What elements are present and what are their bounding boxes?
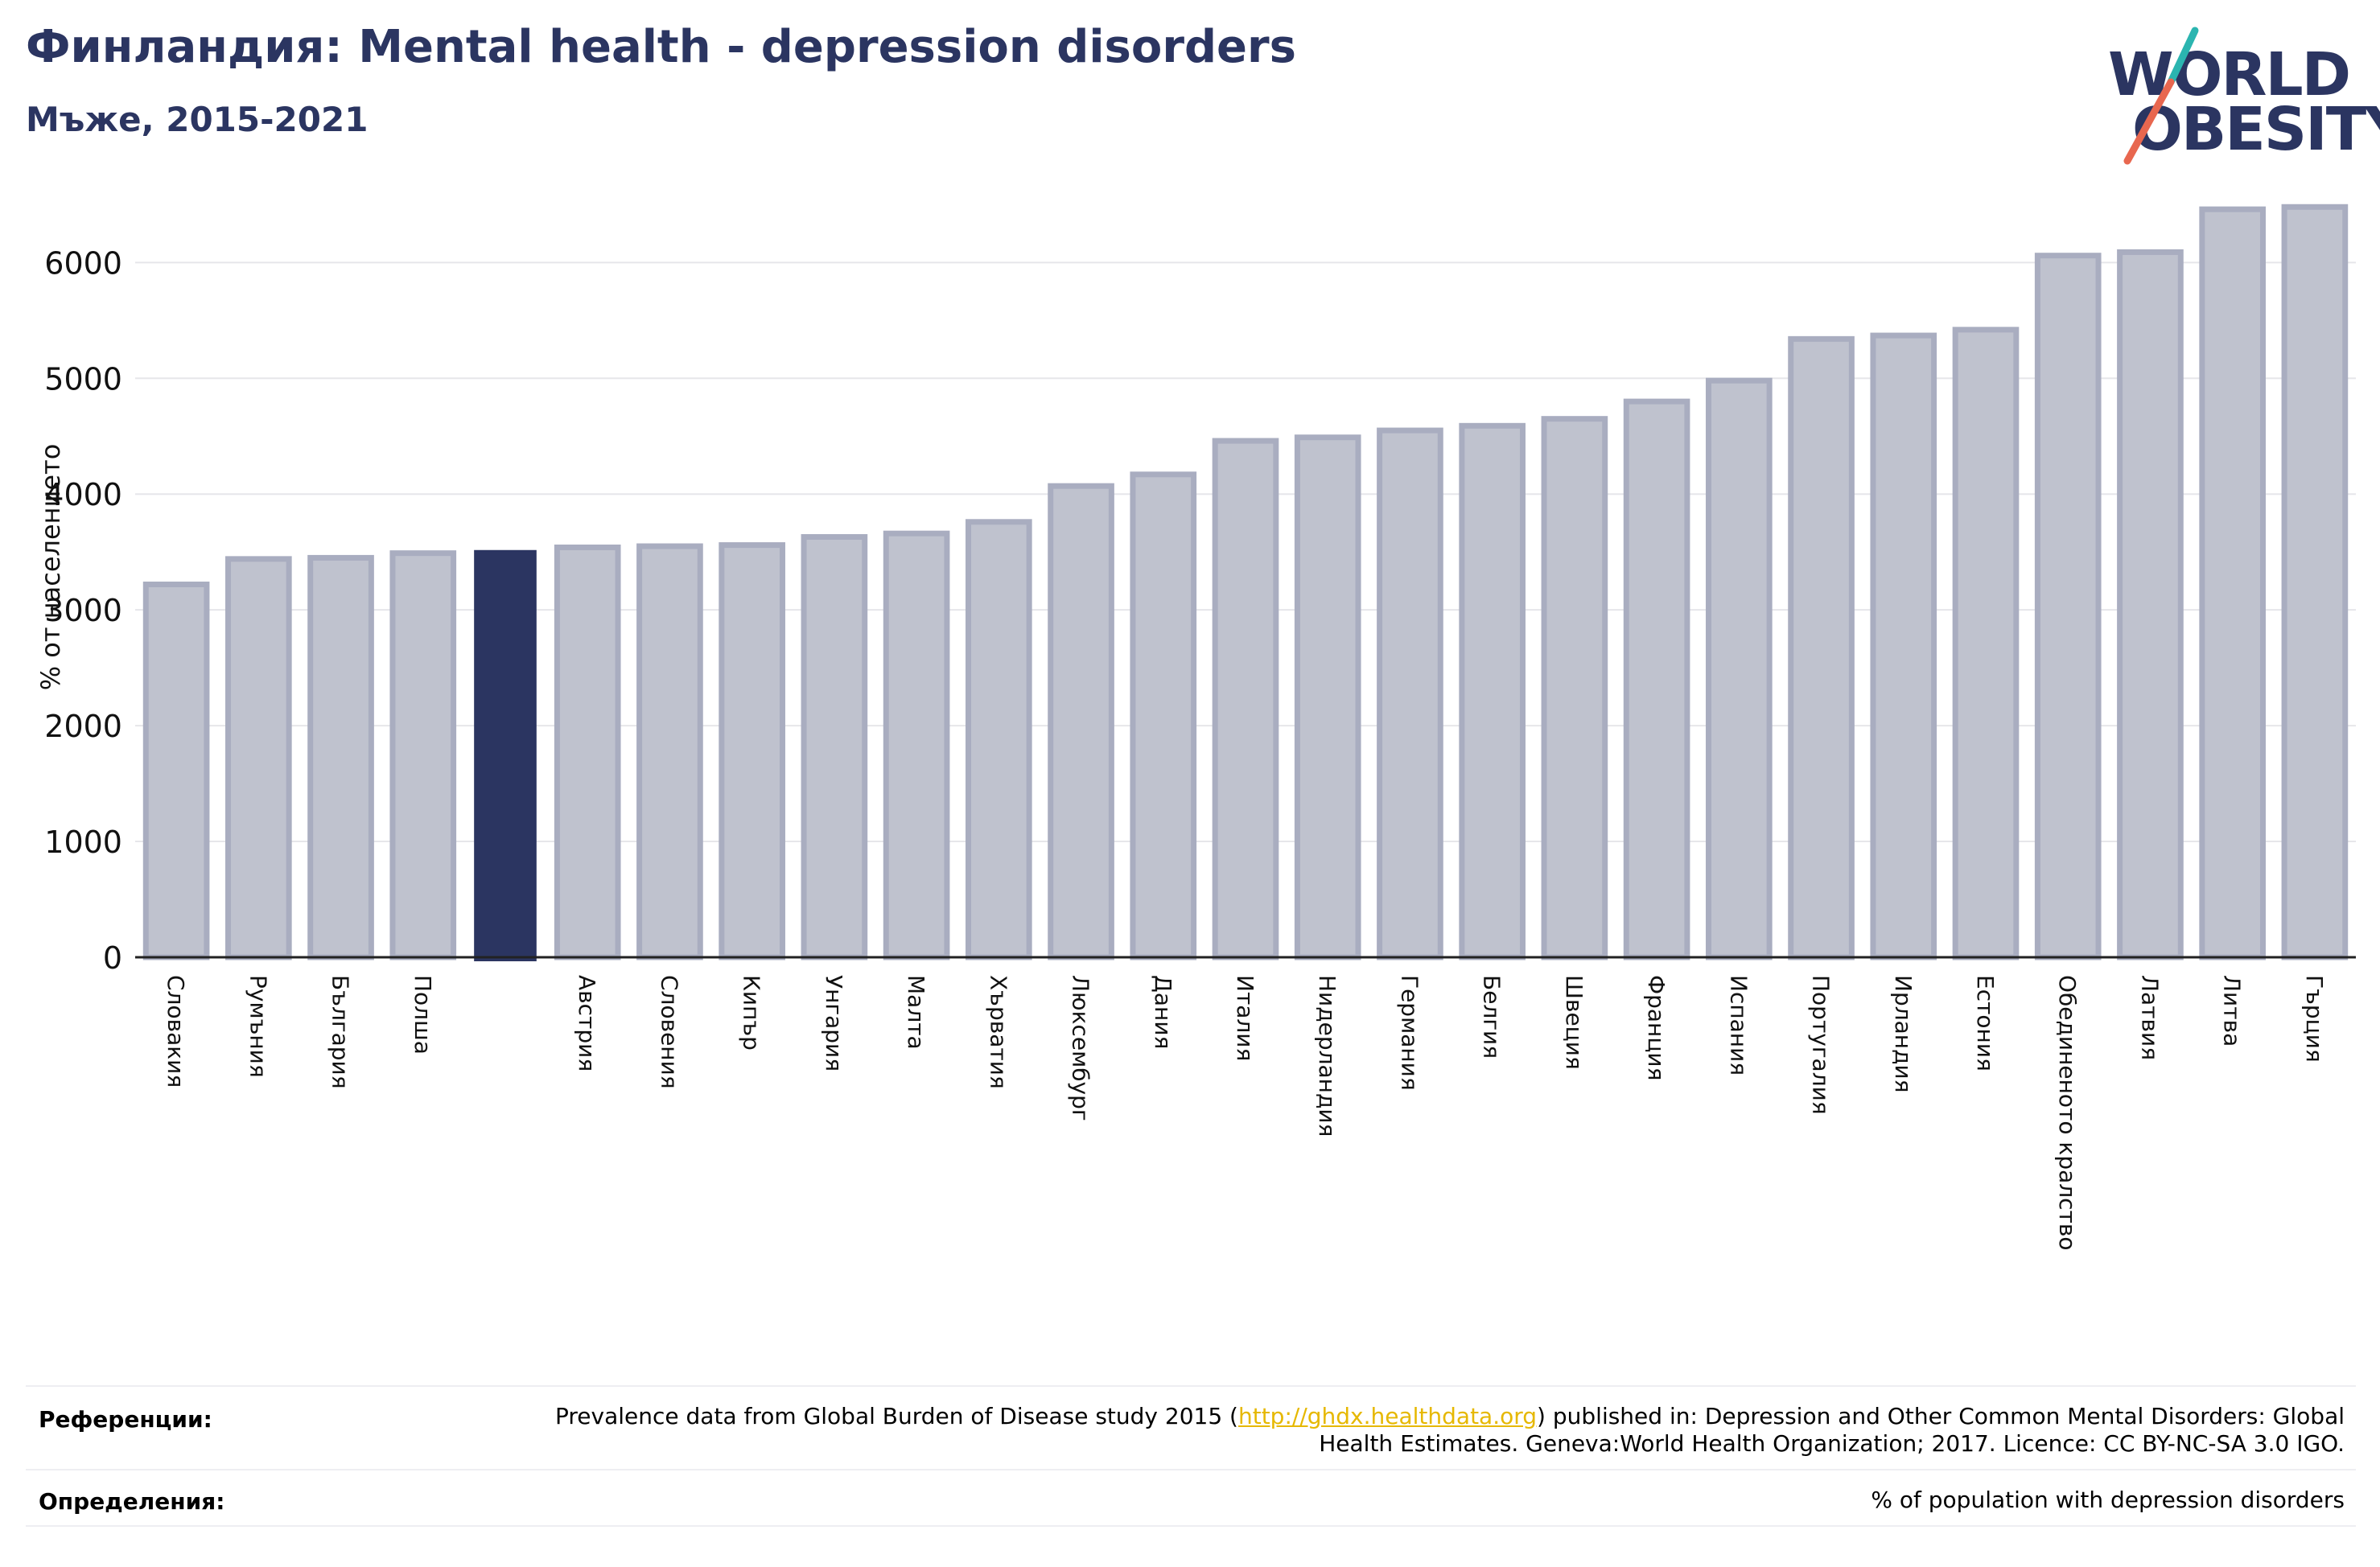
bar: [801, 534, 868, 960]
world-obesity-logo: WORLD OBESITY: [2108, 24, 2380, 169]
bar: [307, 554, 374, 960]
x-tick-label: Словакия: [163, 975, 189, 1088]
x-tick-label: Ирландия: [1890, 975, 1917, 1092]
y-tick-label: 1000: [44, 825, 122, 860]
references-text: Prevalence data from Global Burden of Di…: [555, 1403, 2345, 1457]
x-tick-label: Франция: [1643, 975, 1670, 1080]
bar: [1377, 427, 1443, 960]
x-tick-label: Германия: [1396, 975, 1423, 1091]
footer-divider-bottom: [26, 1525, 2356, 1527]
x-tick-label: Литва: [2219, 975, 2246, 1047]
bar: [719, 542, 785, 960]
y-tick-label: 3000: [44, 593, 122, 628]
page-title: Финландия: Mental health - depression di…: [26, 21, 1296, 73]
bar: [1130, 471, 1197, 960]
footer-divider-top: [26, 1385, 2356, 1387]
x-tick-label: Обединеното кралство: [2054, 975, 2081, 1250]
x-axis-labels: Словакия Румъния България Полша Австрия Слове…: [163, 975, 2328, 1250]
x-tick-label: Дания: [1150, 975, 1176, 1049]
x-tick-label: Естония: [1972, 975, 1999, 1071]
y-axis-label: % от населението: [35, 444, 66, 691]
x-tick-label: Кипър: [739, 975, 765, 1051]
bars: [142, 204, 2349, 961]
x-tick-label: Полша: [410, 975, 436, 1055]
x-tick-label: Португалия: [1808, 975, 1834, 1115]
bar: [1048, 483, 1114, 960]
x-tick-label: Италия: [1232, 975, 1258, 1061]
bar: [225, 556, 292, 960]
logo-line-1: WORLD: [2108, 40, 2351, 109]
x-tick-label: Испания: [1725, 975, 1752, 1076]
bar: [966, 519, 1032, 960]
bar-chart: 0 1000 2000 3000 4000 5000 6000 Словакия Румъни…: [35, 204, 2356, 1250]
logo-slash-icon: [2123, 27, 2199, 165]
footer-divider-middle: [26, 1469, 2356, 1470]
bar: [2034, 253, 2102, 960]
definitions-text: % of population with depression disorder…: [1871, 1487, 2345, 1513]
bar: [1706, 377, 1773, 960]
bar: [389, 550, 457, 960]
page-subtitle: Мъже, 2015-2021: [26, 100, 369, 139]
bar: [1212, 438, 1279, 960]
bar: [636, 543, 703, 960]
x-tick-label: Малта: [903, 975, 929, 1050]
y-tick-label: 5000: [44, 361, 122, 397]
bar: [1788, 335, 1855, 960]
bar: [554, 544, 621, 960]
bar: [1623, 398, 1690, 960]
x-tick-label: Румъния: [245, 975, 271, 1078]
bar: [1294, 434, 1361, 960]
y-axis-ticks: 0 1000 2000 3000 4000 5000 6000: [44, 245, 122, 976]
bar: [2281, 204, 2349, 960]
x-tick-label: Унгария: [821, 975, 847, 1071]
bar: [1459, 422, 1526, 960]
bar: [883, 530, 950, 960]
x-tick-label: Нидерландия: [1314, 975, 1340, 1137]
definitions-label: Определения:: [39, 1488, 225, 1515]
x-tick-label: Белгия: [1479, 975, 1505, 1059]
bar: [1952, 327, 2020, 960]
x-tick-label: Хърватия: [985, 975, 1011, 1089]
bar: [2199, 206, 2266, 960]
bar: [474, 549, 537, 961]
bar: [1870, 332, 1937, 960]
bar: [2117, 249, 2184, 960]
references-label: Референции:: [39, 1406, 212, 1433]
references-link[interactable]: http://ghdx.healthdata.org: [1237, 1403, 1538, 1429]
y-tick-label: 0: [103, 940, 122, 976]
y-tick-label: 4000: [44, 477, 122, 512]
x-tick-label: България: [327, 975, 354, 1089]
bar: [1541, 416, 1608, 960]
x-tick-label: Словения: [656, 975, 682, 1089]
x-tick-label: Латвия: [2136, 975, 2163, 1060]
x-tick-label: Швеция: [1561, 975, 1587, 1070]
bar: [142, 582, 210, 960]
logo-line-2: OBESITY: [2132, 95, 2380, 164]
x-tick-label: Австрия: [574, 975, 600, 1071]
x-tick-label: Люксембург: [1068, 975, 1094, 1121]
y-tick-label: 2000: [44, 709, 122, 744]
y-tick-label: 6000: [44, 245, 122, 281]
x-tick-label: Гърция: [2301, 975, 2328, 1063]
